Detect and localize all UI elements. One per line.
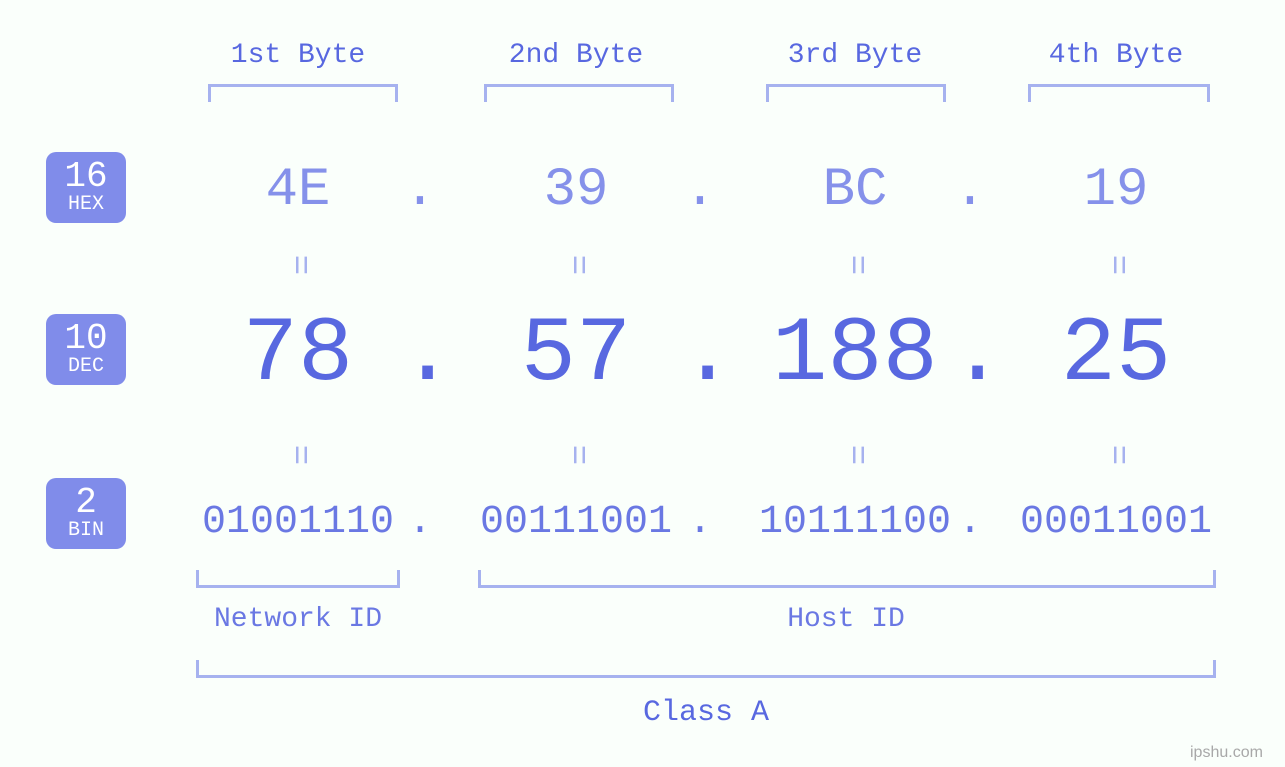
base-num: 16: [60, 158, 112, 196]
eq-1-0: =: [279, 435, 317, 475]
dec-byte-1: 78: [168, 302, 428, 407]
dot-hex-1: .: [400, 160, 440, 221]
base-num: 10: [60, 320, 112, 358]
byte-header-3: 3rd Byte: [775, 40, 935, 71]
bin-byte-3: 10111100: [725, 500, 985, 545]
bin-byte-2: 00111001: [446, 500, 706, 545]
base-badge-hex: 16HEX: [46, 152, 126, 223]
byte-header-1: 1st Byte: [218, 40, 378, 71]
eq-1-3: =: [1097, 435, 1135, 475]
label-network-id: Network ID: [178, 604, 418, 635]
dot-dec-3: .: [950, 302, 990, 407]
eq-1-2: =: [836, 435, 874, 475]
dot-bin-2: .: [680, 500, 720, 545]
top-bracket-2: [484, 84, 674, 102]
watermark: ipshu.com: [1190, 744, 1263, 762]
base-badge-dec: 10DEC: [46, 314, 126, 385]
byte-header-2: 2nd Byte: [496, 40, 656, 71]
base-badge-bin: 2BIN: [46, 478, 126, 549]
eq-0-0: =: [279, 245, 317, 285]
dot-hex-2: .: [680, 160, 720, 221]
bracket-class: [196, 660, 1216, 678]
hex-byte-2: 39: [476, 160, 676, 221]
byte-header-4: 4th Byte: [1036, 40, 1196, 71]
dot-bin-3: .: [950, 500, 990, 545]
bin-byte-4: 00011001: [986, 500, 1246, 545]
dot-dec-1: .: [400, 302, 440, 407]
eq-0-1: =: [557, 245, 595, 285]
eq-0-2: =: [836, 245, 874, 285]
eq-0-3: =: [1097, 245, 1135, 285]
eq-1-1: =: [557, 435, 595, 475]
dot-dec-2: .: [680, 302, 720, 407]
dec-byte-2: 57: [446, 302, 706, 407]
top-bracket-3: [766, 84, 946, 102]
dot-bin-1: .: [400, 500, 440, 545]
bracket-network: [196, 570, 400, 588]
hex-byte-1: 4E: [198, 160, 398, 221]
label-host-id: Host ID: [726, 604, 966, 635]
top-bracket-1: [208, 84, 398, 102]
dec-byte-3: 188: [725, 302, 985, 407]
base-num: 2: [60, 484, 112, 522]
base-label: BIN: [60, 520, 112, 541]
dot-hex-3: .: [950, 160, 990, 221]
dec-byte-4: 25: [986, 302, 1246, 407]
bracket-host: [478, 570, 1216, 588]
label-class: Class A: [586, 696, 826, 730]
bin-byte-1: 01001110: [168, 500, 428, 545]
hex-byte-4: 19: [1016, 160, 1216, 221]
top-bracket-4: [1028, 84, 1210, 102]
hex-byte-3: BC: [755, 160, 955, 221]
